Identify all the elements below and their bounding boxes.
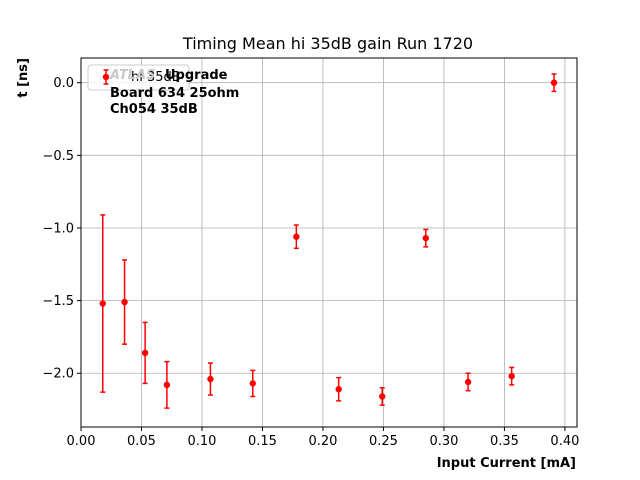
legend: hi 35dB [87, 64, 190, 91]
annotation-upgrade: Upgrade [165, 68, 228, 83]
y-axis-label: t [ns] [16, 58, 31, 98]
data-point [379, 393, 386, 400]
plot-area [80, 57, 578, 428]
series-hi-35db [99, 73, 558, 409]
annotation-atlas: ATLAS [109, 68, 155, 83]
data-point [207, 375, 214, 383]
data-point [121, 298, 128, 306]
x-tick-label: 0.00 [67, 434, 96, 449]
data-point [335, 386, 342, 393]
data-point [293, 233, 300, 240]
data-point [99, 300, 106, 307]
annotation-channel: Ch054 35dB [110, 102, 198, 117]
y-tick-label: −2.0 [42, 367, 74, 382]
chart-title: Timing Mean hi 35dB gain Run 1720 [182, 34, 473, 53]
x-tick-label: 0.35 [490, 434, 519, 449]
data-point [550, 79, 558, 86]
grid [80, 58, 577, 427]
data-point [422, 234, 429, 242]
x-axis-ticks: 0.00 0.05 0.10 0.15 0.20 0.25 0.30 0.35 0.40 [67, 427, 579, 449]
y-tick-label: −0.5 [42, 149, 74, 164]
x-tick-label: 0.15 [248, 434, 277, 449]
x-tick-label: 0.05 [127, 434, 156, 449]
x-tick-label: 0.20 [308, 434, 337, 449]
data-point [464, 378, 472, 386]
legend-box [87, 64, 190, 91]
data-point [141, 349, 149, 357]
y-axis-ticks: 0.0 −0.5 −1.0 −1.5 −2.0 [42, 76, 81, 382]
legend-label: hi 35dB [131, 70, 181, 85]
x-tick-label: 0.25 [369, 434, 398, 449]
x-tick-label: 0.10 [187, 434, 216, 449]
y-tick-label: 0.0 [53, 76, 74, 91]
data-point [249, 380, 256, 387]
data-point [163, 381, 171, 389]
x-tick-label: 0.40 [550, 434, 579, 449]
data-point [508, 372, 515, 380]
x-axis-label: Input Current [mA] [437, 456, 576, 471]
y-tick-label: −1.5 [42, 294, 74, 309]
x-tick-label: 0.30 [429, 434, 458, 449]
annotation-board: Board 634 25ohm [110, 86, 239, 101]
legend-marker [102, 73, 110, 81]
y-tick-label: −1.0 [42, 221, 74, 236]
